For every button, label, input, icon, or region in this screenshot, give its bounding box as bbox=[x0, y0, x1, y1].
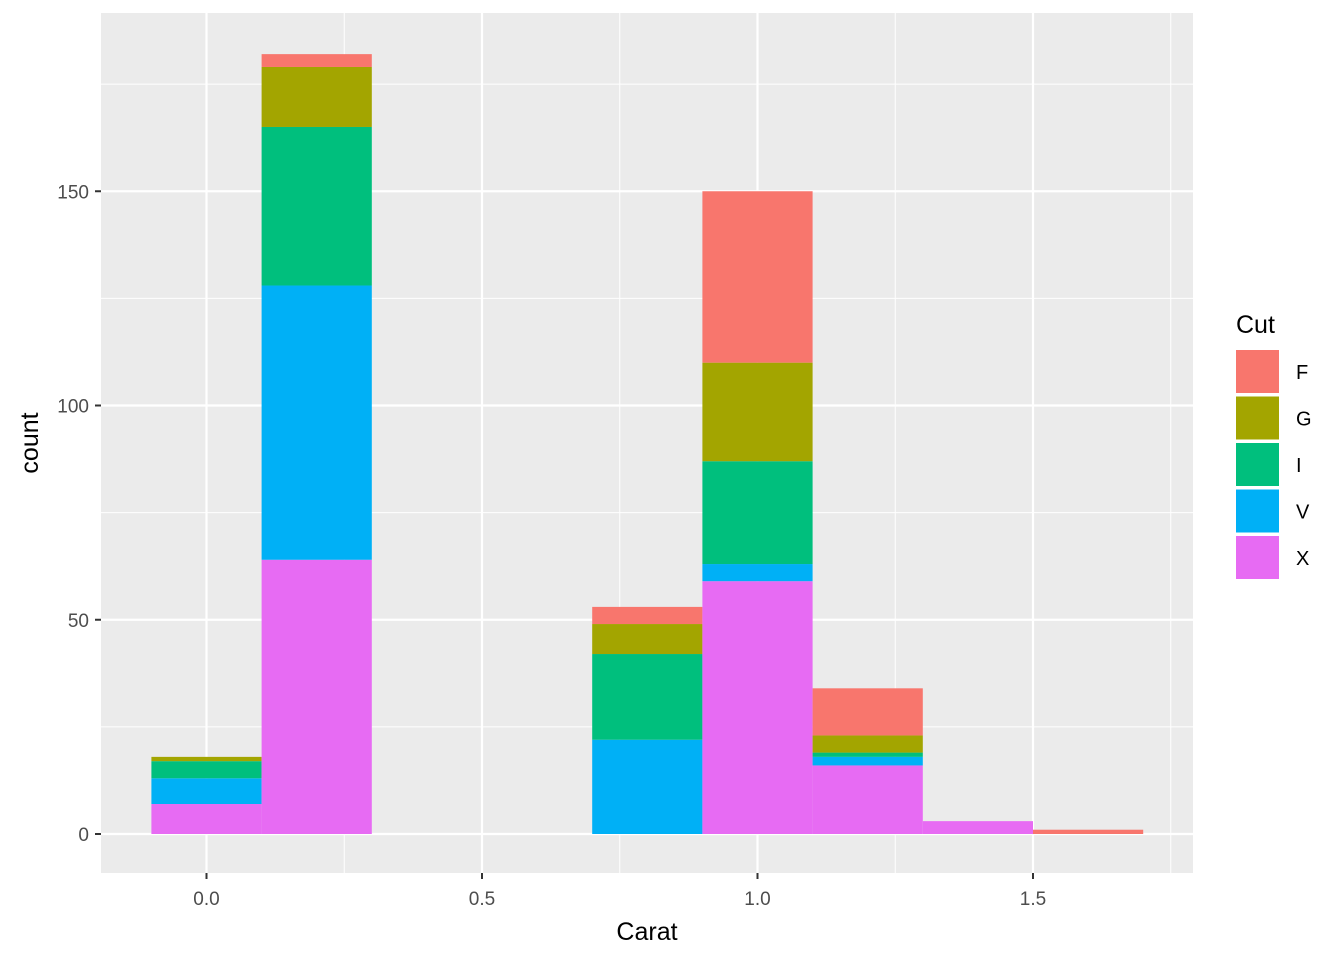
y-tick-label: 50 bbox=[68, 611, 89, 632]
y-axis-ticks: 0 50 100 150 bbox=[57, 182, 101, 846]
legend-label-g: G bbox=[1296, 409, 1312, 431]
bar-segment-i bbox=[592, 654, 703, 740]
bar-segment-v bbox=[592, 739, 703, 834]
bar-segment-f bbox=[812, 688, 923, 736]
y-axis-title: count bbox=[16, 412, 44, 473]
x-tick-label: 1.0 bbox=[744, 889, 770, 910]
bar-segment-i bbox=[812, 752, 923, 757]
bar-segment-g bbox=[702, 362, 813, 462]
x-tick-label: 0.5 bbox=[469, 889, 495, 910]
x-axis-title: Carat bbox=[616, 918, 677, 946]
legend-label-f: F bbox=[1296, 362, 1308, 384]
legend-title: Cut bbox=[1236, 311, 1275, 339]
legend-key-i bbox=[1236, 443, 1279, 486]
bar-segment-i bbox=[261, 126, 372, 286]
y-tick-label: 150 bbox=[57, 182, 89, 203]
bar-segment-v bbox=[261, 285, 372, 560]
x-axis-ticks: 0.0 0.5 1.0 1.5 bbox=[193, 873, 1046, 910]
bar-segment-x bbox=[151, 804, 262, 834]
bar-segment-x bbox=[922, 821, 1033, 834]
bar-segment-g bbox=[261, 66, 372, 127]
bar-segment-g bbox=[151, 756, 262, 762]
bar-segment-f bbox=[1033, 829, 1144, 834]
bar-segment-g bbox=[812, 735, 923, 753]
bar-segment-f bbox=[592, 606, 703, 625]
bar-segment-x bbox=[702, 581, 813, 834]
legend-label-i: I bbox=[1296, 455, 1302, 477]
bar-segment-x bbox=[812, 765, 923, 834]
bar-segment-i bbox=[151, 761, 262, 779]
y-tick-label: 100 bbox=[57, 397, 89, 418]
bar-segment-i bbox=[702, 461, 813, 565]
bar-segment-f bbox=[702, 191, 813, 363]
bar-segment-f bbox=[261, 54, 372, 67]
legend: Cut F G I V X bbox=[1236, 311, 1312, 579]
legend-key-g bbox=[1236, 396, 1279, 440]
bar-segment-v bbox=[812, 756, 923, 766]
x-tick-label: 0.0 bbox=[193, 889, 219, 910]
legend-label-v: V bbox=[1296, 502, 1310, 524]
legend-key-x bbox=[1236, 536, 1279, 579]
bar-segment-g bbox=[592, 624, 703, 655]
y-tick-label: 0 bbox=[78, 825, 89, 846]
bars bbox=[151, 54, 1144, 834]
bar-segment-v bbox=[702, 564, 813, 582]
legend-label-x: X bbox=[1296, 548, 1309, 570]
bar-segment-x bbox=[261, 559, 372, 834]
legend-key-v bbox=[1236, 489, 1279, 533]
bar-segment-v bbox=[151, 778, 262, 805]
x-tick-label: 1.5 bbox=[1020, 889, 1046, 910]
legend-key-f bbox=[1236, 350, 1279, 393]
